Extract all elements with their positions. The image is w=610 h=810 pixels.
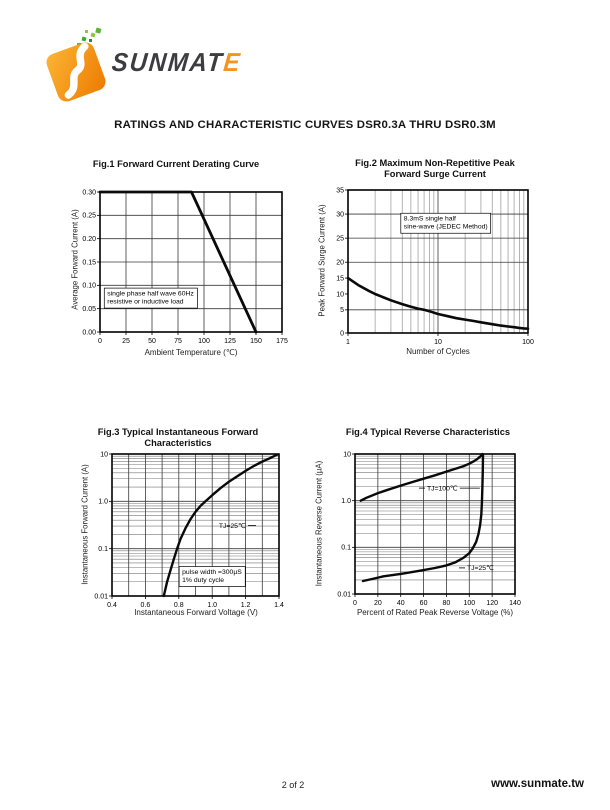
brand-main: SUNMAT [110, 47, 226, 77]
svg-text:0.8: 0.8 [174, 602, 184, 609]
fig3-title-line1: Fig.3 Typical Instantaneous Forward [97, 427, 259, 437]
svg-text:0.1: 0.1 [341, 545, 351, 552]
svg-text:60: 60 [420, 600, 428, 607]
fig1-x-axis-label: Ambient Temperature (℃) [144, 348, 238, 357]
svg-text:1.2: 1.2 [241, 602, 251, 609]
svg-text:10: 10 [343, 451, 351, 458]
fig1-forward-current-derating-chart: Fig.1 Forward Current Derating Curve Ave… [55, 159, 305, 365]
svg-text:100: 100 [463, 600, 475, 607]
fig2-plot-area: 1 10 100 0 5 10 15 20 25 30 35 8.3mS single halfsin… [336, 187, 534, 346]
fig4-plot-area: 0 20 40 60 80 100 120 140 0.01 0.1 1.0 10 TJ=100℃ TJ=… [337, 451, 521, 607]
sunmate-logo: SUNMATE [38, 24, 258, 104]
fig4-reverse-characteristics-chart: Fig.4 Typical Reverse Characteristics In… [315, 427, 568, 629]
page-title: RATINGS AND CHARACTERISTIC CURVES DSR0.3… [114, 119, 496, 131]
svg-text:0.6: 0.6 [141, 602, 151, 609]
svg-text:40: 40 [397, 600, 405, 607]
svg-text:0.01: 0.01 [94, 593, 108, 600]
svg-text:25: 25 [336, 236, 344, 243]
svg-text:0.10: 0.10 [82, 283, 96, 290]
svg-text:1% duty cycle: 1% duty cycle [182, 577, 224, 584]
svg-text:TJ=100℃: TJ=100℃ [427, 485, 458, 492]
svg-text:0: 0 [340, 330, 344, 337]
svg-text:75: 75 [174, 338, 182, 345]
svg-text:150: 150 [250, 338, 262, 345]
svg-text:30: 30 [336, 211, 344, 218]
svg-text:80: 80 [443, 600, 451, 607]
svg-text:100: 100 [198, 338, 210, 345]
svg-text:10: 10 [336, 291, 344, 298]
svg-text:0.00: 0.00 [82, 329, 96, 336]
svg-text:20: 20 [374, 600, 382, 607]
svg-text:0.30: 0.30 [82, 189, 96, 196]
svg-text:0: 0 [98, 338, 102, 345]
logo-diamond [46, 42, 106, 102]
svg-text:pulse width =300µS: pulse width =300µS [182, 569, 242, 576]
svg-text:125: 125 [224, 338, 236, 345]
svg-text:0.01: 0.01 [337, 591, 351, 598]
svg-text:1.0: 1.0 [98, 499, 108, 506]
fig2-peak-surge-current-chart: Fig.2 Maximum Non-Repetitive Peak Forwar… [310, 158, 560, 364]
svg-text:10: 10 [434, 339, 442, 346]
svg-text:0.1: 0.1 [98, 546, 108, 553]
svg-text:1.4: 1.4 [274, 602, 284, 609]
svg-text:0.15: 0.15 [82, 259, 96, 266]
fig2-x-axis-label: Number of Cycles [406, 347, 470, 356]
svg-text:5: 5 [340, 307, 344, 314]
svg-text:1.0: 1.0 [341, 498, 351, 505]
svg-text:20: 20 [336, 260, 344, 267]
svg-text:0.25: 0.25 [82, 213, 96, 220]
svg-text:0.20: 0.20 [82, 236, 96, 243]
svg-text:10: 10 [100, 451, 108, 458]
fig3-title-line2: Characteristics [144, 437, 212, 448]
fig2-y-axis-label: Peak Forward Surge Current (A) [317, 204, 327, 317]
svg-text:35: 35 [336, 187, 344, 194]
svg-text:sine-wave (JEDEC Method): sine-wave (JEDEC Method) [404, 224, 488, 231]
logo-s-swoosh [64, 42, 89, 99]
fig1-plot-area: 0 25 50 75 100 125 150 175 0.00 0.05 0.10 0.15 0.20 0… [82, 189, 288, 345]
svg-text:25: 25 [122, 338, 130, 345]
svg-text:100: 100 [522, 339, 534, 346]
fig2-title-line1: Fig.2 Maximum Non-Repetitive Peak [355, 158, 515, 168]
svg-text:1: 1 [346, 339, 350, 346]
svg-text:50: 50 [148, 338, 156, 345]
svg-text:8.3mS single half: 8.3mS single half [404, 216, 456, 223]
fig3-x-axis-label: Instantaneous Forward Voltage (V) [134, 608, 258, 617]
svg-text:175: 175 [276, 338, 288, 345]
fig2-title-line2: Forward Surge Current [384, 168, 486, 179]
svg-text:1.0: 1.0 [207, 602, 217, 609]
brand-accent: E [222, 47, 243, 77]
website-url: www.sunmate.tw [491, 778, 584, 790]
brand-text: SUNMATE [111, 47, 243, 78]
svg-text:TJ=25℃: TJ=25℃ [219, 523, 246, 530]
fig4-title: Fig.4 Typical Reverse Characteristics [345, 427, 511, 437]
fig3-plot-area: 0.4 0.6 0.8 1.0 1.2 1.4 0.01 0.1 1.0 10 TJ=25℃ puls… [94, 451, 284, 609]
svg-text:0.4: 0.4 [107, 602, 117, 609]
sunmate-logo-icon [46, 27, 106, 102]
fig1-y-axis-label: Average Forward Current (A) [70, 209, 80, 310]
svg-text:140: 140 [509, 600, 521, 607]
svg-text:single phase half wave 60Hz: single phase half wave 60Hz [107, 291, 194, 298]
svg-text:0: 0 [353, 600, 357, 607]
fig1-title: Fig.1 Forward Current Derating Curve [92, 159, 260, 169]
svg-text:15: 15 [336, 275, 344, 282]
svg-text:TJ=25℃: TJ=25℃ [467, 565, 494, 572]
fig3-forward-characteristics-chart: Fig.3 Typical Instantaneous Forward Char… [55, 427, 305, 629]
svg-text:120: 120 [486, 600, 498, 607]
fig4-x-axis-label: Percent of Rated Peak Reverse Voltage (%… [356, 608, 514, 617]
page-number: 2 of 2 [281, 780, 305, 790]
svg-text:0.05: 0.05 [82, 306, 96, 313]
svg-text:resistive or inductive load: resistive or inductive load [107, 299, 184, 306]
